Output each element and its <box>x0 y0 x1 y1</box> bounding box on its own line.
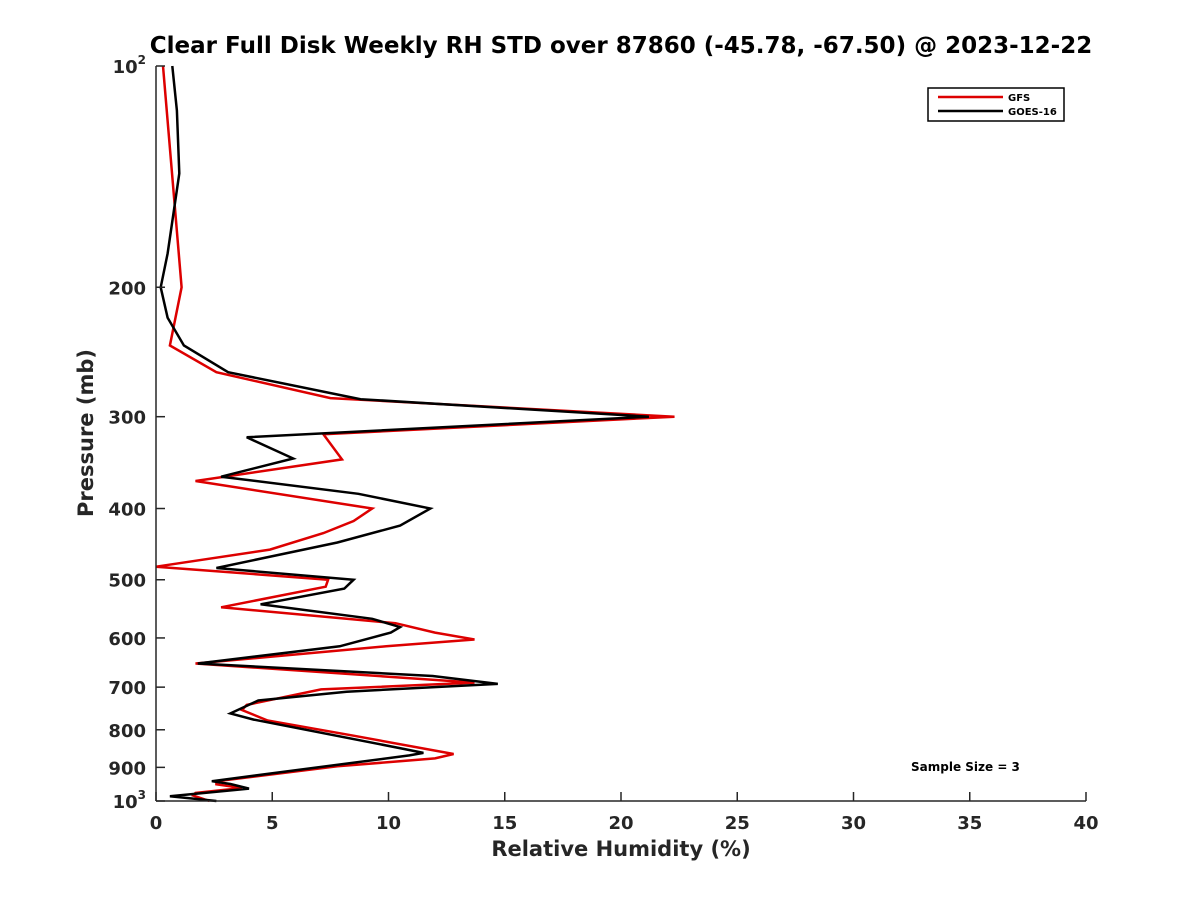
y-tick-label: 300 <box>108 408 146 429</box>
plot-lines <box>155 65 675 803</box>
x-tick-label: 0 <box>150 813 163 834</box>
axes <box>155 66 1086 802</box>
x-tick-label: 40 <box>1073 813 1098 834</box>
series-line-goes-16 <box>159 65 649 803</box>
y-tick-label: 102 <box>113 53 146 78</box>
x-tick-label: 25 <box>725 813 750 834</box>
y-tick-label: 600 <box>108 629 146 650</box>
x-tick-label: 20 <box>608 813 633 834</box>
sample-size-annotation: Sample Size = 3 <box>911 760 1020 774</box>
series-line-gfs <box>155 65 675 803</box>
y-tick-label: 103 <box>113 788 146 813</box>
x-tick-label: 15 <box>492 813 517 834</box>
y-tick-label: 200 <box>108 278 146 299</box>
x-tick-label: 30 <box>841 813 866 834</box>
y-ticks: 102 200 300 400 500 600 700 800 900 103 <box>108 53 165 813</box>
y-tick-label: 700 <box>108 678 146 699</box>
x-ticks: 0 5 10 15 20 25 30 35 40 <box>150 792 1099 834</box>
chart-title: Clear Full Disk Weekly RH STD over 87860… <box>150 33 1092 59</box>
y-tick-label: 800 <box>108 721 146 742</box>
legend-label-goes16: GOES-16 <box>1008 107 1057 118</box>
legend-box <box>927 87 1065 122</box>
y-tick-label: 900 <box>108 758 146 779</box>
y-tick-label: 400 <box>108 500 146 521</box>
x-tick-label: 35 <box>957 813 982 834</box>
legend: GFS GOES-16 <box>927 87 1065 122</box>
y-tick-label: 500 <box>108 571 146 592</box>
x-tick-label: 10 <box>376 813 401 834</box>
y-axis-label: Pressure (mb) <box>74 349 98 517</box>
x-axis-label: Relative Humidity (%) <box>491 837 750 861</box>
x-tick-label: 5 <box>266 813 279 834</box>
legend-label-gfs: GFS <box>1008 93 1030 104</box>
